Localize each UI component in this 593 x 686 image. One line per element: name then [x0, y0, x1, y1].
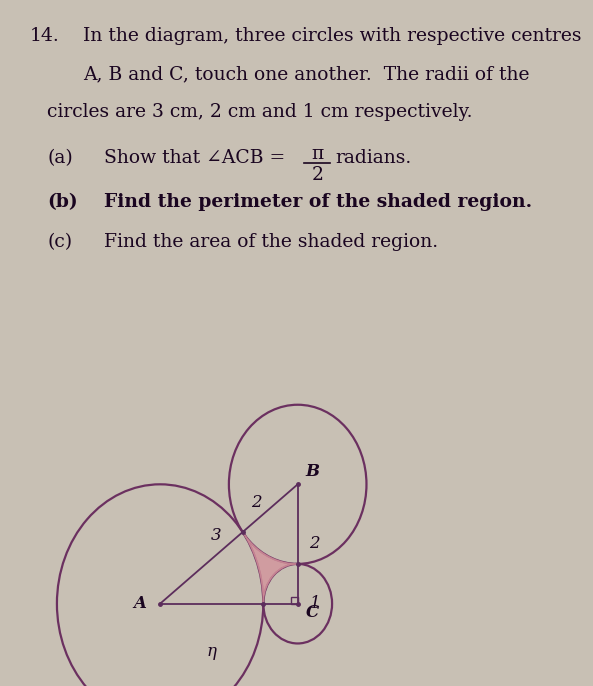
Text: Find the perimeter of the shaded region.: Find the perimeter of the shaded region.	[104, 193, 532, 211]
Text: Show that ∠ACB =: Show that ∠ACB =	[104, 149, 285, 167]
Text: (b): (b)	[47, 193, 78, 211]
Text: 3: 3	[211, 528, 221, 544]
Text: 2: 2	[251, 494, 262, 511]
Text: In the diagram, three circles with respective centres: In the diagram, three circles with respe…	[83, 27, 582, 45]
Text: circles are 3 cm, 2 cm and 1 cm respectively.: circles are 3 cm, 2 cm and 1 cm respecti…	[47, 103, 473, 121]
Text: (a): (a)	[47, 149, 73, 167]
Text: A: A	[133, 595, 146, 612]
Text: radians.: radians.	[336, 149, 412, 167]
Text: π: π	[311, 145, 323, 163]
Text: (c): (c)	[47, 233, 72, 251]
Text: η: η	[207, 643, 216, 660]
Text: C: C	[306, 604, 319, 621]
Text: A, B and C, touch one another.  The radii of the: A, B and C, touch one another. The radii…	[83, 65, 530, 83]
Text: 1: 1	[310, 595, 320, 612]
Text: 2: 2	[309, 536, 320, 552]
Text: 2: 2	[311, 166, 323, 184]
Text: B: B	[305, 464, 320, 480]
Text: Find the area of the shaded region.: Find the area of the shaded region.	[104, 233, 438, 251]
Text: 14.: 14.	[30, 27, 59, 45]
Polygon shape	[243, 532, 298, 604]
